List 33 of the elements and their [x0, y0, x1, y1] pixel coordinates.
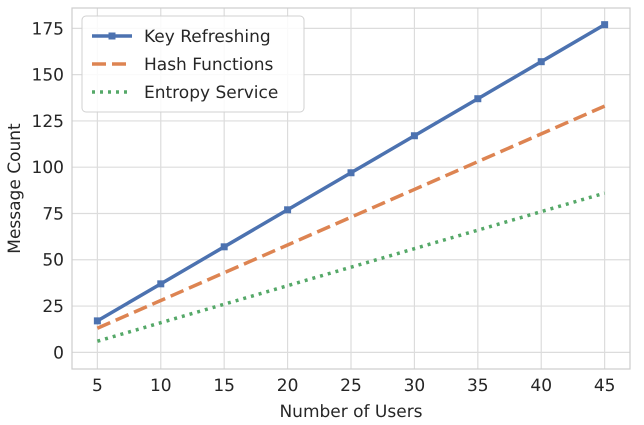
x-tick-label: 40	[530, 376, 552, 396]
legend-label: Hash Functions	[144, 54, 274, 75]
point	[474, 95, 482, 102]
point	[601, 21, 608, 28]
y-tick-label: 150	[32, 66, 64, 86]
x-tick-label: 5	[92, 376, 103, 396]
y-tick-label: 100	[32, 158, 64, 178]
x-tick-label: 45	[594, 376, 616, 396]
legend-label: Entropy Service	[144, 82, 278, 103]
x-tick-label: 30	[404, 376, 426, 396]
y-axis-title: Message Count	[5, 122, 25, 254]
point	[538, 58, 545, 66]
y-tick-label: 125	[32, 112, 64, 132]
point	[348, 169, 354, 176]
y-tick-label: 50	[42, 250, 64, 271]
point	[157, 280, 164, 288]
x-tick-label: 35	[467, 376, 489, 396]
line-series	[96, 104, 606, 330]
x-tick-label: 10	[150, 376, 172, 396]
point	[220, 243, 228, 250]
y-tick-label: 25	[42, 297, 64, 318]
point	[410, 132, 418, 140]
legend-label: Key Refreshing	[144, 26, 271, 47]
x-tick-label: 25	[340, 376, 362, 396]
y-tick-label: 0	[53, 343, 64, 364]
y-tick-label: 75	[42, 204, 64, 224]
x-axis-title: Number of Users	[279, 402, 423, 422]
x-tick-label: 15	[213, 376, 235, 396]
y-tick-label: 175	[32, 19, 64, 40]
point	[284, 206, 292, 214]
x-tick-label: 20	[276, 376, 298, 396]
line-series	[96, 191, 606, 343]
point	[94, 317, 101, 324]
